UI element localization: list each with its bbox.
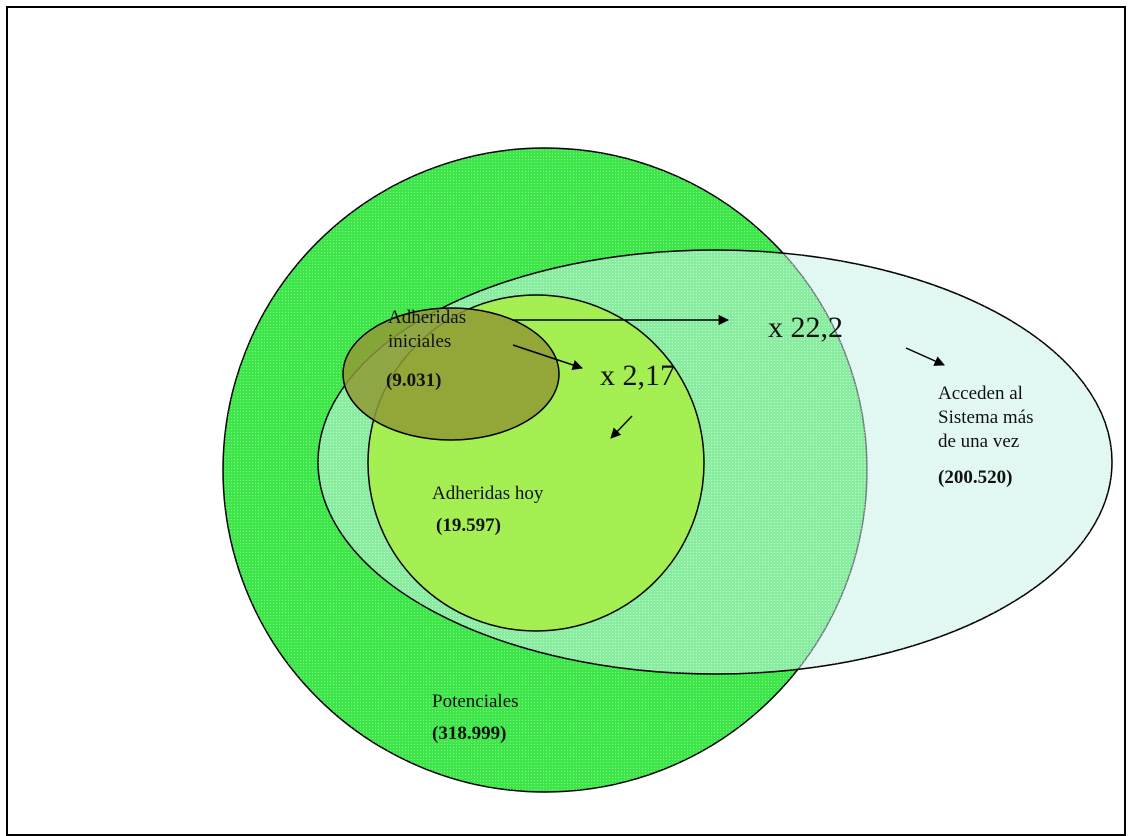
potenciales-value: (318.999) [432,723,507,744]
adheridas-iniciales-line2: iniciales [388,331,452,352]
adheridas-hoy-value: (19.597) [436,515,501,536]
potenciales-name: Potenciales [432,691,519,712]
adheridas-iniciales-value: (9.031) [386,370,442,391]
adheridas-iniciales-circle [342,307,560,441]
adheridas-iniciales-line1: Adheridas [388,307,467,328]
adheridas-hoy-name: Adheridas hoy [432,483,544,504]
acceden-line3: de una vez [938,431,1020,452]
arrow-to-x2 [512,344,583,370]
acceden-value: (200.520) [938,467,1013,488]
acceden-line2: Sistema más [938,407,1034,428]
arrow-to-acceden [905,347,945,366]
multiplier-x22: x 22,2 [768,311,843,344]
acceden-line1: Acceden al [938,383,1023,404]
arrow-to-adheridas-hoy [610,415,633,439]
multiplier-x2: x 2,17 [600,359,675,392]
